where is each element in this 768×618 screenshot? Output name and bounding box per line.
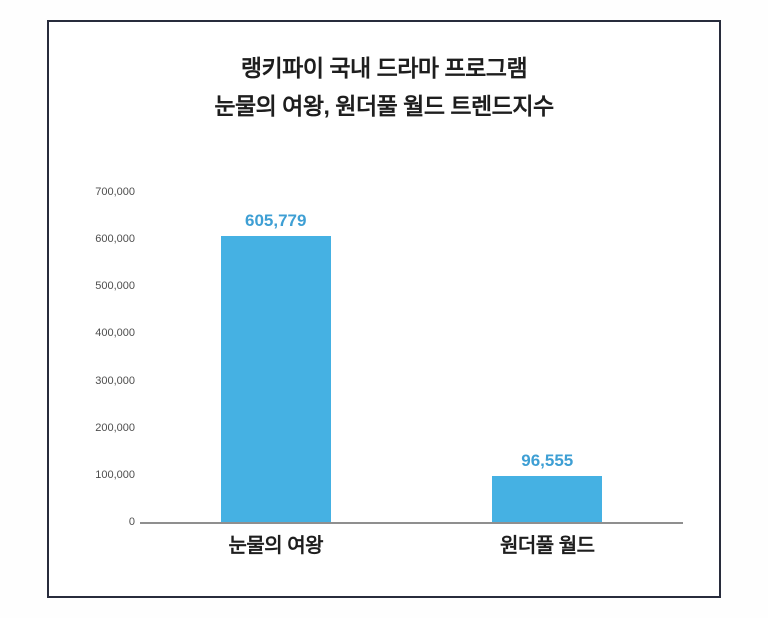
y-axis-tick-label: 400,000 [95, 327, 135, 339]
x-axis-category-label: 원더풀 월드 [499, 535, 595, 557]
plot-area: 700,000 600,000 500,000 400,000 300,000 … [49, 22, 719, 596]
y-axis-tick-label: 0 [128, 516, 135, 528]
chart-title: 랭키파이 국내 드라마 프로그램 눈물의 여왕, 원더풀 월드 트렌드지수 [49, 49, 719, 125]
bar-value-label: 605,779 [245, 211, 307, 230]
y-axis-tick-label: 300,000 [95, 375, 135, 387]
y-axis-tick-label: 500,000 [95, 280, 135, 292]
x-axis-line [140, 522, 683, 524]
y-axis-tick-label: 100,000 [95, 469, 135, 481]
y-axis-tick-label: 700,000 [95, 186, 135, 198]
bar-wonderful-world [492, 476, 603, 522]
y-axis-tick-label: 600,000 [95, 233, 135, 245]
x-axis-category-label: 눈물의 여왕 [228, 535, 324, 557]
bar-queen-of-tears [220, 236, 331, 522]
bar-value-label: 96,555 [521, 451, 574, 470]
chart-frame: 랭키파이 국내 드라마 프로그램 눈물의 여왕, 원더풀 월드 트렌드지수 70… [47, 20, 721, 598]
y-axis-tick-label: 200,000 [95, 422, 135, 434]
chart-title-line1: 랭키파이 국내 드라마 프로그램 [240, 55, 528, 81]
chart-title-line2: 눈물의 여왕, 원더풀 월드 트렌드지수 [214, 93, 554, 119]
